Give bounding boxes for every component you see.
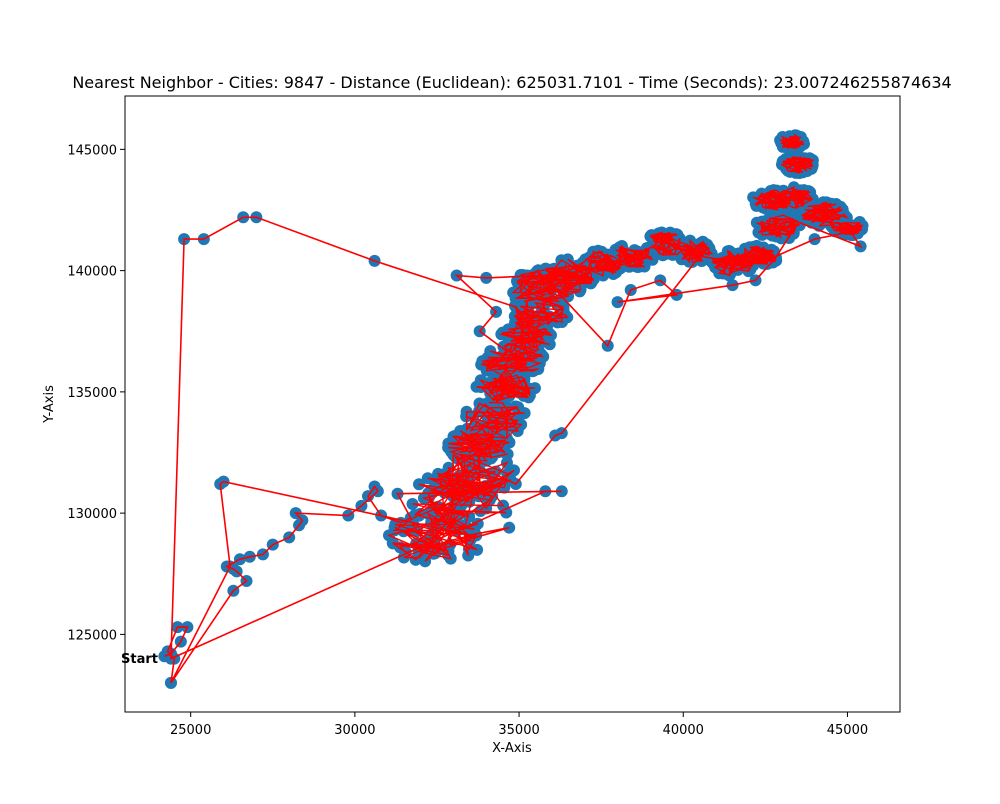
start-annotation: Start — [121, 652, 158, 667]
x-tick-label: 30000 — [334, 723, 375, 738]
axes-frame — [124, 95, 901, 713]
tour-segment — [465, 401, 525, 440]
city-point — [543, 338, 556, 351]
y-tick-label: 125000 — [67, 628, 117, 643]
y-tick-label: 135000 — [67, 386, 117, 401]
ticks-layer: 25000 30000 35000 40000 45000 125000 130000 135… — [67, 143, 868, 738]
tour-segment — [801, 201, 849, 227]
tour-route — [164, 133, 864, 684]
y-tick-label: 140000 — [67, 265, 117, 280]
tour-segment — [579, 250, 624, 277]
tour-segment — [615, 244, 653, 268]
tour-segment — [752, 189, 792, 211]
y-axis-label: Y-Axis — [42, 385, 57, 424]
tour-segment — [476, 370, 535, 404]
tour-outlier-route — [164, 216, 863, 684]
tour-segment — [756, 214, 800, 239]
x-tick-label: 45000 — [827, 723, 868, 738]
tour-segment — [498, 322, 553, 356]
x-axis-label: X-Axis — [492, 741, 532, 756]
tour-segment — [386, 511, 479, 562]
tour-segment — [674, 238, 714, 264]
tour-segment — [448, 428, 510, 464]
tour-segment — [780, 156, 815, 174]
chart-title: Nearest Neighbor - Cities: 9847 - Distan… — [72, 73, 951, 92]
x-tick-label: 40000 — [663, 723, 704, 738]
x-tick-label: 35000 — [498, 723, 539, 738]
x-tick-label: 25000 — [170, 723, 211, 738]
tour-segment — [481, 343, 544, 376]
y-tick-label: 145000 — [67, 143, 117, 158]
tour-segment — [830, 221, 864, 236]
plot-layer — [158, 129, 869, 689]
tour-segment — [412, 474, 507, 530]
y-tick-label: 130000 — [67, 507, 117, 522]
city-point — [611, 296, 624, 309]
tour-segment — [740, 245, 777, 265]
tour-segment — [779, 133, 805, 150]
tour-segment — [511, 267, 580, 306]
